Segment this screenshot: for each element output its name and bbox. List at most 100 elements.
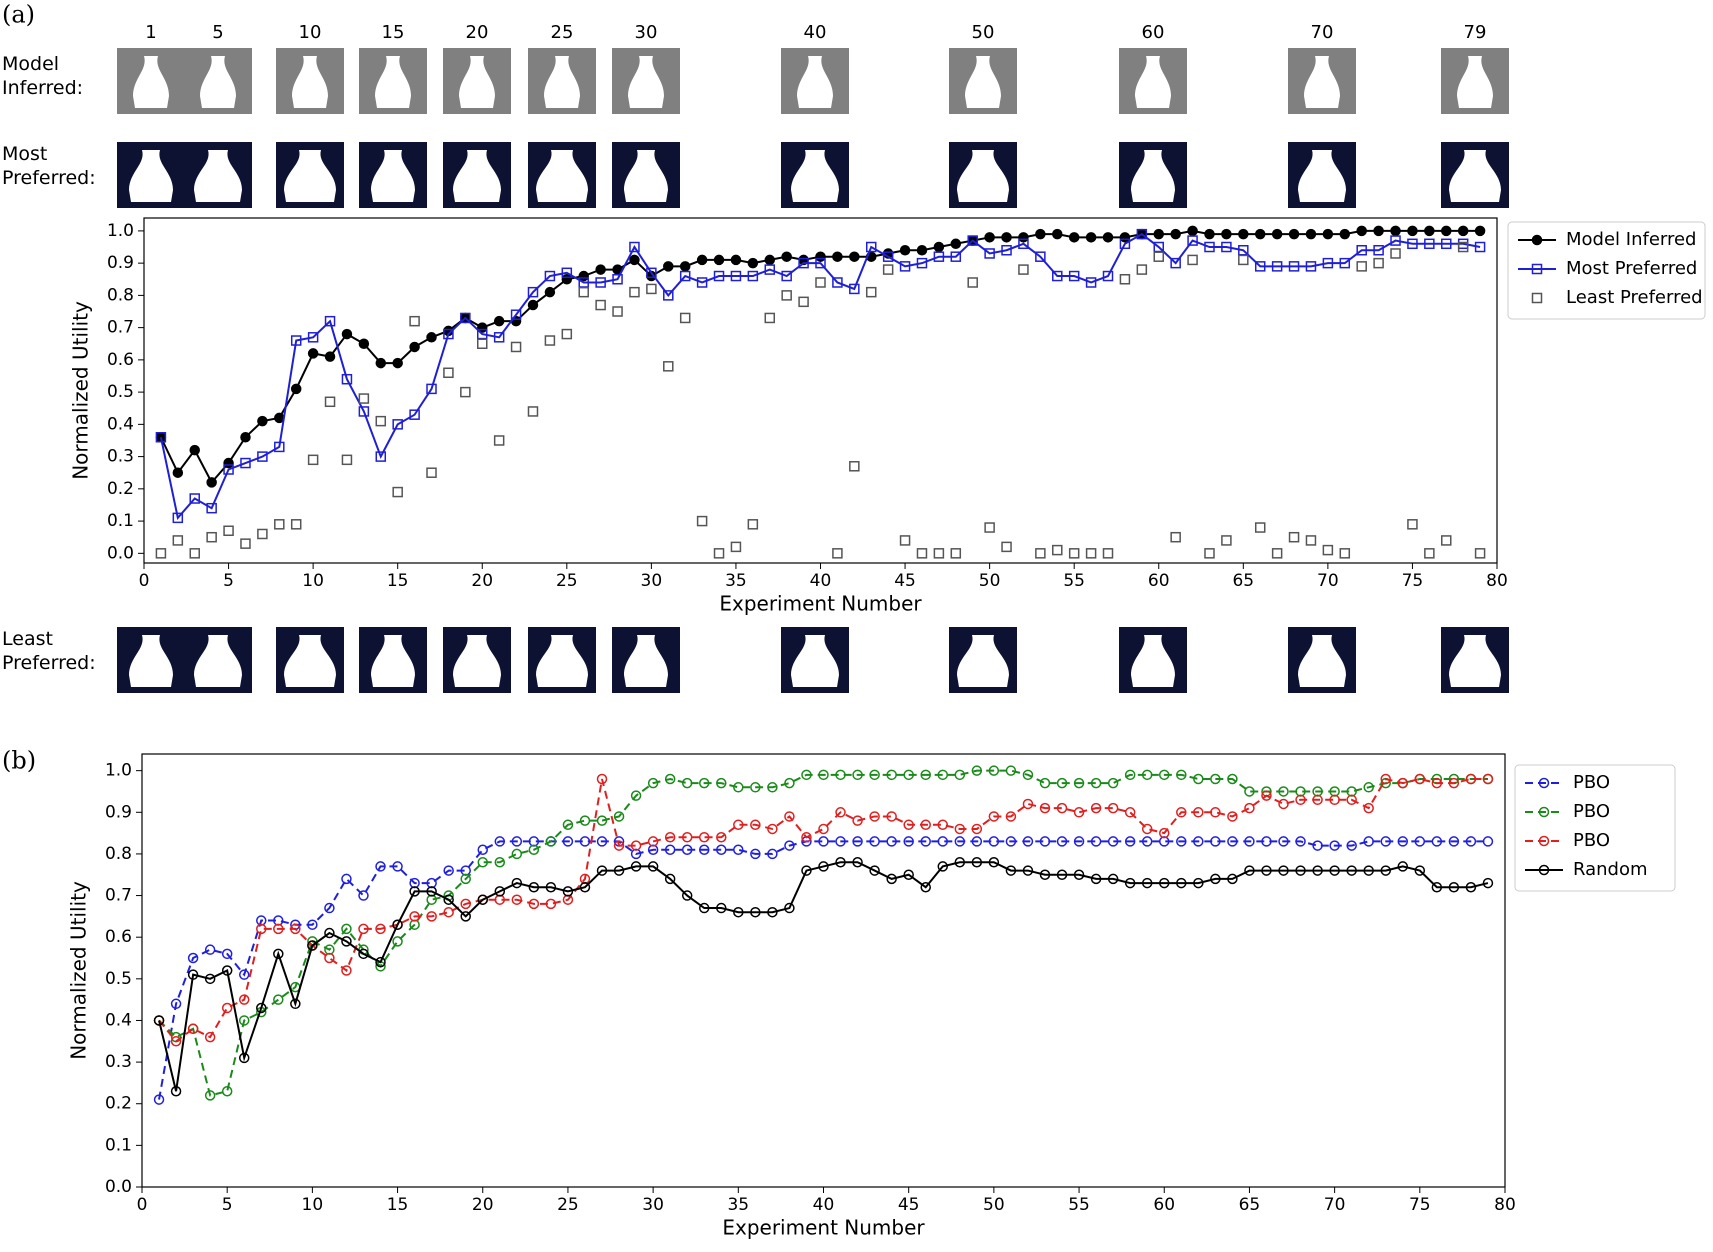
marker bbox=[1068, 548, 1080, 559]
marker bbox=[477, 894, 488, 905]
x-tick-label: 5 bbox=[222, 1195, 233, 1215]
marker bbox=[1390, 248, 1401, 259]
marker bbox=[545, 881, 557, 893]
marker bbox=[1261, 865, 1272, 876]
marker bbox=[1022, 769, 1034, 781]
panel-label: (a) bbox=[2, 1, 35, 29]
marker bbox=[698, 777, 710, 789]
marker bbox=[1193, 807, 1204, 818]
marker bbox=[341, 873, 352, 885]
marker bbox=[1261, 836, 1272, 847]
x-tick-label: 0 bbox=[139, 571, 150, 591]
marker bbox=[187, 969, 199, 980]
experiment-label: 50 bbox=[972, 22, 995, 43]
marker bbox=[646, 283, 657, 295]
marker bbox=[1431, 881, 1443, 893]
marker bbox=[815, 277, 826, 288]
marker bbox=[1448, 836, 1460, 847]
marker bbox=[1295, 836, 1306, 847]
x-tick-label: 10 bbox=[302, 1195, 324, 1215]
marker bbox=[1124, 836, 1136, 847]
marker bbox=[920, 819, 931, 831]
marker bbox=[578, 286, 589, 298]
marker bbox=[647, 777, 659, 789]
marker bbox=[527, 406, 539, 417]
marker bbox=[612, 274, 623, 285]
marker bbox=[544, 335, 556, 346]
marker bbox=[613, 811, 625, 822]
y-axis-label: Normalized Utility bbox=[69, 301, 93, 480]
marker bbox=[849, 461, 860, 472]
marker bbox=[1035, 548, 1046, 559]
marker bbox=[1254, 228, 1266, 240]
marker bbox=[290, 335, 302, 346]
marker bbox=[764, 264, 776, 275]
marker bbox=[1170, 257, 1181, 269]
row-label: Least Preferred: bbox=[2, 628, 96, 674]
marker bbox=[664, 844, 676, 856]
marker bbox=[1441, 238, 1452, 250]
marker bbox=[460, 911, 471, 922]
marker bbox=[747, 270, 759, 282]
marker bbox=[733, 782, 744, 793]
marker bbox=[903, 836, 914, 847]
x-tick-label: 50 bbox=[979, 571, 1001, 591]
marker bbox=[1005, 865, 1017, 876]
marker bbox=[681, 890, 693, 901]
y-tick-label: 0.9 bbox=[107, 253, 134, 273]
marker bbox=[1356, 244, 1367, 256]
marker bbox=[750, 819, 761, 831]
marker bbox=[409, 315, 420, 327]
marker bbox=[713, 254, 725, 266]
y-tick-label: 0.4 bbox=[105, 1010, 132, 1030]
marker bbox=[511, 836, 523, 847]
marker bbox=[1271, 228, 1283, 240]
marker bbox=[1159, 877, 1170, 889]
marker bbox=[221, 1085, 233, 1097]
marker bbox=[1278, 786, 1289, 797]
marker bbox=[903, 819, 914, 831]
marker bbox=[238, 1052, 250, 1064]
marker bbox=[681, 832, 693, 843]
marker bbox=[937, 861, 949, 872]
marker bbox=[392, 419, 403, 430]
marker bbox=[204, 944, 216, 955]
marker bbox=[443, 906, 454, 918]
x-tick-label: 25 bbox=[556, 571, 578, 591]
marker bbox=[240, 538, 251, 549]
marker bbox=[189, 444, 200, 456]
marker bbox=[1244, 802, 1255, 814]
marker bbox=[426, 911, 437, 922]
marker bbox=[596, 815, 608, 826]
vase-silhouette bbox=[194, 635, 242, 687]
marker bbox=[170, 998, 182, 1010]
marker bbox=[767, 782, 778, 793]
vase-silhouette bbox=[1449, 635, 1501, 687]
marker bbox=[409, 409, 420, 420]
marker bbox=[189, 493, 200, 504]
marker bbox=[629, 241, 640, 253]
x-tick-label: 80 bbox=[1494, 1195, 1516, 1215]
marker bbox=[815, 257, 826, 269]
marker bbox=[1407, 519, 1418, 530]
marker bbox=[801, 832, 812, 843]
x-tick-label: 55 bbox=[1068, 1195, 1090, 1215]
marker bbox=[511, 848, 523, 860]
marker bbox=[1288, 531, 1300, 543]
vase-silhouette bbox=[957, 150, 1009, 202]
marker bbox=[1424, 548, 1435, 559]
marker bbox=[494, 886, 506, 897]
vase-silhouette bbox=[1131, 635, 1175, 687]
marker bbox=[290, 923, 301, 935]
marker bbox=[1193, 836, 1204, 847]
y-axis-label: Normalized Utility bbox=[67, 881, 91, 1060]
marker bbox=[392, 486, 403, 498]
marker bbox=[561, 267, 573, 279]
marker bbox=[595, 277, 606, 288]
marker bbox=[835, 836, 846, 847]
marker bbox=[324, 902, 335, 914]
marker bbox=[1090, 802, 1102, 814]
marker bbox=[1221, 241, 1232, 253]
marker bbox=[1474, 548, 1486, 559]
